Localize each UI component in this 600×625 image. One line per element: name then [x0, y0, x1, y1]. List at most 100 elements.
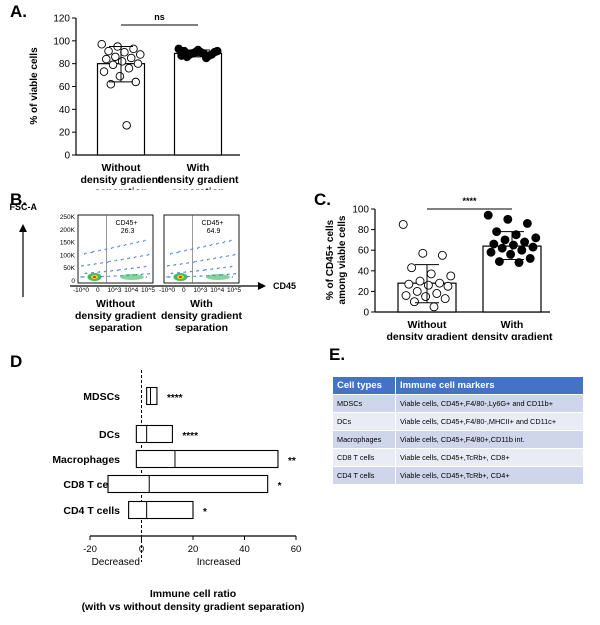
event-dot — [204, 245, 207, 247]
event-dot — [137, 241, 140, 243]
event-dot — [232, 254, 234, 256]
density-hotspot — [120, 274, 144, 280]
data-point — [492, 227, 502, 237]
decreased-label: Decreased — [92, 557, 140, 568]
flow-y-tick-label: 0 — [71, 278, 75, 285]
event-dot — [217, 242, 219, 244]
panel-letter-e: E. — [329, 345, 346, 364]
data-point — [111, 52, 120, 62]
event-dot — [93, 250, 95, 253]
event-dot — [103, 271, 106, 273]
event-dot — [133, 256, 136, 259]
event-dot — [105, 248, 108, 250]
event-dot — [226, 273, 229, 276]
data-point — [497, 243, 507, 253]
event-dot — [199, 275, 202, 277]
event-dot — [100, 262, 102, 264]
data-point — [432, 289, 442, 298]
event-dot — [228, 240, 231, 242]
event-dot — [104, 248, 106, 251]
event-dot — [234, 273, 236, 275]
event-dot — [82, 264, 84, 267]
significance-label: * — [278, 481, 282, 492]
y-tick-label: 60 — [59, 82, 71, 93]
data-point — [528, 242, 538, 252]
data-point — [423, 280, 433, 290]
event-dot — [221, 256, 223, 258]
data-point — [508, 240, 518, 250]
event-dot — [228, 273, 230, 275]
data-point — [407, 263, 417, 273]
data-point — [409, 297, 419, 307]
data-point — [398, 220, 408, 229]
table-row: Macrophages Viable cells, CD45+,F4/80+,CD… — [332, 430, 584, 449]
flow-y-tick-label: 250K — [60, 214, 76, 221]
event-dot — [231, 265, 233, 268]
event-dot — [178, 271, 180, 274]
flow-plot-title: density gradient — [75, 310, 157, 322]
event-dot — [208, 258, 210, 260]
panel-b-flow-plots: FSC-ACD45250K200K150K100K50K0CD45+26.3-1… — [10, 202, 297, 334]
event-dot — [81, 276, 84, 278]
y-tick-label: 20 — [59, 128, 71, 139]
event-dot — [227, 255, 229, 257]
data-point — [412, 286, 422, 296]
panel-letter-d: D — [10, 352, 23, 371]
event-dot — [194, 261, 196, 263]
event-dot — [101, 262, 104, 264]
event-dot — [193, 275, 195, 278]
data-point — [401, 291, 411, 300]
x-tick-label: 0 — [139, 544, 144, 555]
gate-name: CD45+ — [116, 220, 138, 227]
data-point — [426, 269, 436, 279]
data-point — [104, 46, 113, 56]
box — [128, 500, 194, 520]
data-point — [131, 77, 140, 87]
event-dot — [174, 264, 177, 266]
event-dot — [205, 269, 207, 271]
y-tick-label: 0 — [64, 151, 70, 162]
x-category-label: With — [501, 319, 524, 331]
table-row: CD8 T cells Viable cells, CD45+,TcRb+, CD… — [332, 448, 584, 467]
cell-type: Macrophages — [332, 430, 396, 449]
event-dot — [222, 241, 224, 244]
marker-list: Viable cells, CD45+,F4/80-,Ly6G+ and CD1… — [395, 394, 584, 413]
significance-label: ns — [154, 12, 165, 22]
data-point — [435, 278, 445, 288]
data-point — [489, 239, 499, 249]
cd45-arrowhead — [258, 282, 266, 290]
y-tick-label: 0 — [363, 308, 369, 319]
flow-x-tick-label: 10^4 — [124, 287, 138, 294]
event-dot — [144, 239, 146, 242]
flow-y-tick-label: 50K — [63, 265, 75, 272]
significance-label: * — [203, 507, 207, 518]
event-dot — [102, 275, 104, 278]
marker-list: Viable cells, CD45+,F4/80-,MHCII+ and CD… — [395, 412, 584, 431]
event-dot — [145, 276, 148, 278]
event-dot — [177, 251, 180, 253]
event-dot — [216, 243, 218, 245]
event-dot — [189, 271, 192, 273]
data-point — [517, 245, 527, 255]
event-dot — [209, 244, 212, 247]
event-dot — [135, 256, 137, 258]
y-axis-label: % of CD45+ cells — [325, 219, 336, 300]
x-category-label: density gradient — [80, 174, 162, 186]
increased-label: Increased — [197, 557, 241, 568]
event-dot — [125, 268, 128, 270]
flow-x-tick-label: -10^0 — [159, 287, 175, 294]
event-dot — [123, 244, 126, 247]
category-label: DCs — [99, 429, 120, 441]
event-dot — [107, 275, 109, 278]
table-row: MDSCs Viable cells, CD45+,F4/80-,Ly6G+ an… — [332, 394, 584, 413]
panel-c-chart: 0 20 40 60 80 100 % of CD45+ cells among viable… — [325, 196, 553, 340]
event-dot — [167, 276, 170, 278]
event-dot — [167, 265, 169, 267]
event-dot — [169, 276, 171, 278]
flow-x-tick-label: 10^3 — [194, 287, 208, 294]
panel-d-chart: -20 0 20 40 60 Decreased Increased Immune cell … — [52, 370, 304, 613]
event-dot — [98, 271, 101, 273]
event-dot — [137, 267, 139, 269]
y-tick-label: 40 — [59, 105, 71, 116]
